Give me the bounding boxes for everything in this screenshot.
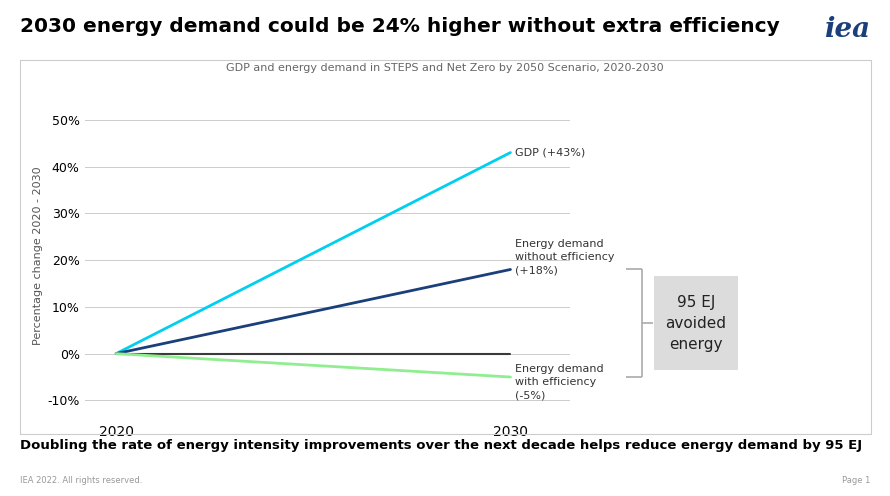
Text: 95 EJ
avoided
energy: 95 EJ avoided energy — [666, 295, 726, 352]
Y-axis label: Percentage change 2020 - 2030: Percentage change 2020 - 2030 — [33, 166, 43, 345]
Text: Energy demand
without efficiency
(+18%): Energy demand without efficiency (+18%) — [515, 239, 614, 275]
Text: iea: iea — [824, 16, 870, 43]
Text: Page 1: Page 1 — [842, 476, 870, 485]
Text: Energy demand
with efficiency
(-5%): Energy demand with efficiency (-5%) — [515, 364, 603, 400]
Text: GDP (+43%): GDP (+43%) — [515, 147, 585, 158]
Text: GDP and energy demand in STEPS and Net Zero by 2050 Scenario, 2020-2030: GDP and energy demand in STEPS and Net Z… — [226, 63, 664, 73]
Text: IEA 2022. All rights reserved.: IEA 2022. All rights reserved. — [20, 476, 142, 485]
Text: Doubling the rate of energy intensity improvements over the next decade helps re: Doubling the rate of energy intensity im… — [20, 439, 862, 452]
Text: 2030 energy demand could be 24% higher without extra efficiency: 2030 energy demand could be 24% higher w… — [20, 17, 780, 36]
